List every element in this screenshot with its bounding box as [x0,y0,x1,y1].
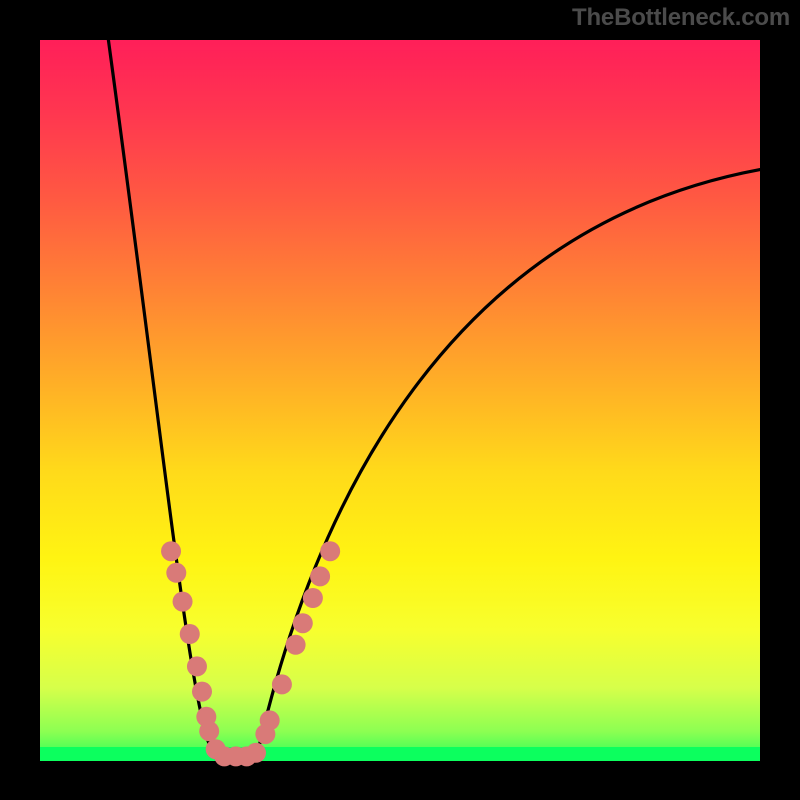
data-marker [293,613,313,633]
data-marker [320,541,340,561]
data-marker [286,635,306,655]
data-marker [166,563,186,583]
data-marker [173,592,193,612]
data-marker [272,674,292,694]
data-marker [310,566,330,586]
data-marker [161,541,181,561]
data-marker [199,721,219,741]
bottleneck-chart [0,0,800,800]
data-marker [187,656,207,676]
watermark-text: TheBottleneck.com [572,4,790,32]
data-marker [246,743,266,763]
data-marker [303,588,323,608]
data-marker [260,710,280,730]
data-marker [180,624,200,644]
data-marker [192,682,212,702]
